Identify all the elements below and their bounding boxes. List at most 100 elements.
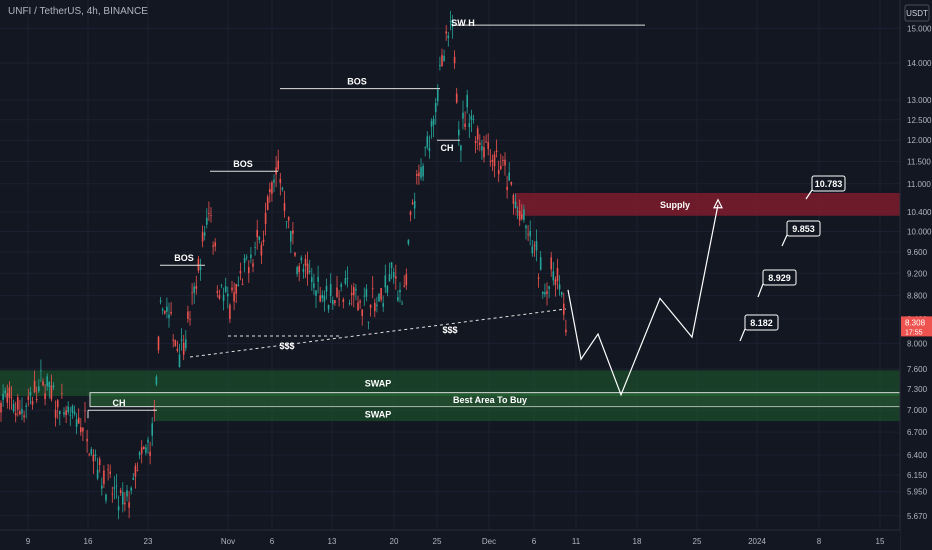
candle-down [172, 339, 174, 341]
candle-down [359, 301, 361, 303]
candle-down [409, 211, 412, 216]
x-tick-label: 20 [390, 537, 399, 546]
candle-up [426, 136, 429, 148]
candle-up [386, 286, 389, 293]
candle-down [233, 292, 235, 302]
candle-down [195, 285, 198, 289]
candle-up [117, 506, 120, 511]
candle-up [101, 485, 103, 489]
candle-up [273, 179, 275, 183]
zone-supply [515, 192, 900, 216]
candle-down [277, 160, 279, 170]
structure-label: SW H [451, 18, 475, 28]
candle-up [558, 284, 561, 290]
candle-down [8, 387, 11, 398]
candle-down [395, 276, 397, 279]
liquidity-trendline [189, 308, 567, 358]
projection-arrowhead [713, 198, 723, 209]
candle-down [497, 169, 500, 175]
candle-up [155, 376, 158, 385]
candle-down [35, 398, 38, 401]
candle-up [552, 271, 555, 281]
candle-down [306, 263, 309, 275]
candle-up [71, 405, 74, 413]
candle-down [342, 299, 345, 302]
candle-up [481, 146, 483, 151]
candle-up [25, 405, 27, 407]
zone-swap [0, 370, 900, 397]
candle-up [46, 376, 48, 387]
candle-up [437, 89, 439, 102]
candle-up [105, 494, 107, 501]
target-label: 8.929 [768, 273, 791, 283]
candle-down [537, 277, 540, 279]
candle-up [159, 300, 162, 302]
candle-down [33, 380, 36, 393]
candle-down [235, 284, 237, 294]
candle-up [296, 267, 298, 275]
x-tick-label: 8 [817, 537, 822, 546]
candle-down [86, 438, 88, 442]
candle-down [107, 469, 109, 471]
chart-title: UNFI / TetherUS, 4h, BINANCE [8, 6, 148, 17]
liquidity-label: $$$ [442, 325, 457, 335]
x-tick-label: 16 [84, 537, 93, 546]
target-pointer [739, 328, 746, 342]
candle-up [75, 419, 78, 427]
candle-down [189, 319, 191, 321]
candle-down [187, 311, 189, 319]
candle-down [294, 252, 296, 256]
price-axis-bg [900, 0, 932, 550]
candle-up [138, 452, 141, 455]
candle-up [525, 225, 527, 229]
candle-up [285, 221, 288, 223]
candle-down [143, 446, 145, 449]
candle-up [392, 272, 395, 278]
candle-up [237, 284, 240, 287]
candle-up [327, 305, 330, 310]
candle-down [500, 165, 502, 170]
candle-down [134, 465, 137, 477]
y-tick-label: 5.670 [907, 512, 928, 521]
candle-down [216, 291, 219, 293]
structure-label: BOS [174, 253, 194, 263]
candle-up [542, 291, 544, 294]
candle-down [546, 291, 548, 294]
candle-down [260, 244, 263, 256]
candle-up [363, 295, 366, 297]
candle-down [506, 186, 508, 190]
candle-down [418, 172, 420, 176]
candle-up [203, 232, 206, 236]
candle-down [338, 298, 340, 300]
candle-up [281, 187, 284, 190]
y-tick-label: 6.150 [907, 471, 928, 480]
candle-down [50, 385, 53, 400]
target-box [811, 175, 846, 192]
candle-down [256, 230, 258, 238]
candle-down [27, 396, 30, 400]
candle-down [455, 93, 458, 103]
candle-down [563, 303, 565, 315]
candle-up [420, 167, 422, 178]
candle-up [2, 393, 4, 401]
x-tick-label: 23 [144, 537, 153, 546]
candle-up [531, 246, 534, 254]
candle-up [147, 439, 149, 443]
candle-down [271, 182, 273, 194]
candle-down [80, 427, 82, 433]
candle-up [325, 285, 328, 292]
candle-up [413, 200, 416, 209]
candle-up [113, 487, 116, 489]
candle-down [109, 471, 111, 474]
candle-down [92, 454, 95, 462]
candle-down [77, 417, 80, 424]
candle-down [565, 329, 567, 333]
target-pointer [805, 189, 813, 200]
candle-up [254, 247, 256, 248]
candle-up [439, 65, 441, 67]
candle-up [329, 284, 332, 296]
currency-badge [904, 4, 930, 22]
last-price-badge [901, 316, 932, 337]
candle-up [250, 254, 252, 258]
